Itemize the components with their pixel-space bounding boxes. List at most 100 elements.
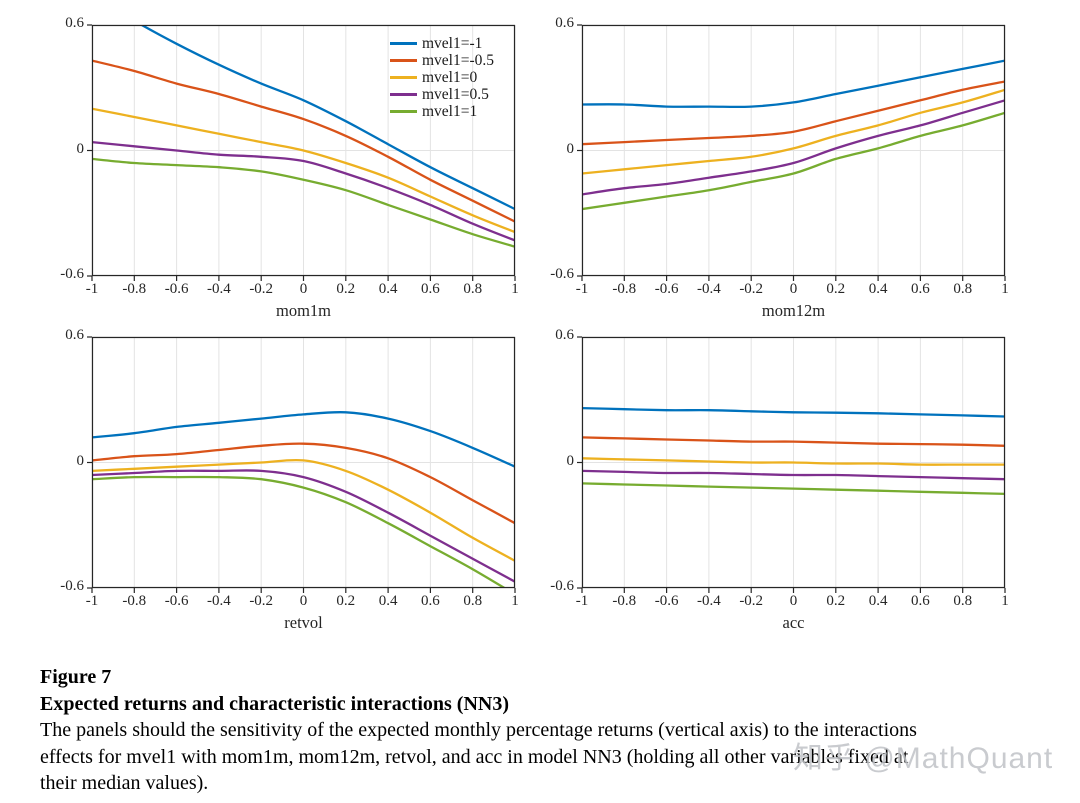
figure-caption: Figure 7 Expected returns and characteri… <box>40 664 1052 797</box>
x-axis-label: retvol <box>284 613 323 632</box>
series-line-mvel1=-1 <box>582 406 1005 418</box>
series-line-mvel1=0 <box>582 88 1005 175</box>
series-line-mvel1=-0.5 <box>92 442 515 525</box>
x-tick-label: 0.2 <box>336 281 356 297</box>
x-tick-label: -0.6 <box>164 593 189 609</box>
x-tick-label: -0.4 <box>697 281 721 297</box>
x-tick-label: 0 <box>789 281 798 297</box>
x-tick-label: -0.2 <box>739 593 764 609</box>
x-tick-label: 0.2 <box>826 281 846 297</box>
x-tick-label: -0.4 <box>207 593 231 609</box>
x-tick-label: -0.2 <box>249 281 274 297</box>
series-line-mvel1=-1 <box>92 410 515 468</box>
legend-label: mvel1=1 <box>422 102 478 120</box>
x-tick-label: 0.6 <box>421 593 440 609</box>
watermark: 知乎 @MathQuant <box>793 742 1054 775</box>
x-tick-label: 0.4 <box>868 281 888 297</box>
x-axis-label: mom1m <box>275 301 331 320</box>
plot-svg-mom12m <box>577 24 1006 281</box>
x-tick-label: -0.6 <box>654 593 679 609</box>
x-tick-label: -1 <box>575 593 589 609</box>
x-tick-label: 0.8 <box>953 593 973 609</box>
series-line-mvel1=-1 <box>582 59 1005 109</box>
series-line-mvel1=-0.5 <box>582 80 1005 146</box>
x-tick-label: 1 <box>1001 593 1009 609</box>
figure-body-line-3: their median values). <box>40 772 209 794</box>
y-tick-label: 0.6 <box>555 15 574 31</box>
y-tick-label: 0 <box>76 140 85 157</box>
x-tick-label: -0.8 <box>122 281 147 297</box>
x-tick-label: -0.2 <box>249 593 274 609</box>
x-tick-label: 0 <box>299 281 308 297</box>
series-line-mvel1=0.5 <box>92 140 515 242</box>
panel-acc: -1 -0.8 -0.6 -0.4 -0.2 0 0.2 0.4 0.6 0.8 1 0.6 0 -0.6… <box>550 327 1009 632</box>
axis-box <box>91 336 516 589</box>
legend-entry: mvel1=0 <box>390 69 494 86</box>
series-line-mvel1=-0.5 <box>582 436 1005 447</box>
y-tick-label: 0 <box>566 452 575 469</box>
series-line-mvel1=0.5 <box>582 99 1005 196</box>
x-tick-label: 0.6 <box>911 281 930 297</box>
y-tick-label: -0.6 <box>550 266 574 282</box>
plot-svg-acc <box>577 336 1006 593</box>
x-tick-label: -1 <box>575 281 589 297</box>
series-line-mvel1=-0.5 <box>92 59 515 223</box>
x-tick-label: -0.8 <box>122 593 147 609</box>
legend-line-sample <box>390 42 417 45</box>
y-tick-label: -0.6 <box>60 578 84 594</box>
series-line-mvel1=0 <box>582 457 1005 466</box>
axis-box <box>91 24 516 277</box>
x-tick-label: -0.4 <box>207 281 231 297</box>
x-axis-label: mom12m <box>761 301 826 320</box>
series-line-mvel1=-1 <box>139 25 515 211</box>
x-tick-label: 0.4 <box>868 593 888 609</box>
x-tick-label: 0.8 <box>463 281 483 297</box>
axis-box <box>581 336 1006 589</box>
x-tick-label: -0.8 <box>612 593 637 609</box>
x-tick-label: 0 <box>299 593 308 609</box>
legend-entry: mvel1=0.5 <box>390 86 494 103</box>
x-tick-label: 0.6 <box>911 593 930 609</box>
legend-line-sample <box>390 59 417 62</box>
series-line-mvel1=0.5 <box>582 469 1005 481</box>
panel-mom12m: -1 -0.8 -0.6 -0.4 -0.2 0 0.2 0.4 0.6 0.8 1 0.6 0 -0.6… <box>550 15 1009 320</box>
y-tick-label: 0.6 <box>65 327 84 343</box>
y-tick-label: -0.6 <box>550 578 574 594</box>
x-tick-label: -0.6 <box>164 281 189 297</box>
series-line-mvel1=0 <box>92 458 515 562</box>
y-tick-label: 0.6 <box>65 15 84 31</box>
panel-mom1m: mvel1=-1 mvel1=-0.5 mvel1=0 mvel1=0.5 mvel1=… <box>60 15 519 320</box>
series-line-mvel1=0 <box>92 107 515 234</box>
figure-title: Expected returns and characteristic inte… <box>40 692 509 715</box>
series-line-mvel1=1 <box>92 157 515 248</box>
x-tick-label: 0.6 <box>421 281 440 297</box>
series-line-mvel1=1 <box>582 482 1005 496</box>
x-tick-label: 0.8 <box>463 593 483 609</box>
plot-svg-retvol <box>87 336 516 593</box>
y-tick-label: 0.6 <box>555 327 574 343</box>
legend-label: mvel1=-0.5 <box>422 51 495 69</box>
legend-label: mvel1=0.5 <box>422 85 489 103</box>
x-tick-label: -0.6 <box>654 281 679 297</box>
x-tick-label: 0.2 <box>826 593 846 609</box>
x-tick-label: 0.4 <box>378 281 398 297</box>
y-tick-label: 0 <box>566 140 575 157</box>
legend-entry: mvel1=-1 <box>390 35 494 52</box>
y-tick-label: -0.6 <box>60 266 84 282</box>
x-tick-label: 0.2 <box>336 593 356 609</box>
x-tick-label: 1 <box>1001 281 1009 297</box>
series-line-mvel1=1 <box>92 475 507 588</box>
x-axis-label: acc <box>782 613 805 632</box>
legend-line-sample <box>390 76 417 79</box>
legend-label: mvel1=0 <box>422 68 478 86</box>
x-tick-label: -1 <box>85 281 99 297</box>
legend-entry: mvel1=-0.5 <box>390 52 494 69</box>
x-tick-label: -0.2 <box>739 281 764 297</box>
figure-body-line-2: effects for mvel1 with mom1m, mom12m, re… <box>40 745 909 768</box>
legend-line-sample <box>390 93 417 96</box>
x-tick-label: -0.4 <box>697 593 721 609</box>
x-tick-label: 1 <box>511 593 519 609</box>
plot-svg-mom1m <box>87 24 516 281</box>
figure-body-line-1: The panels should the sensitivity of the… <box>40 719 917 741</box>
legend-line-sample <box>390 110 417 113</box>
